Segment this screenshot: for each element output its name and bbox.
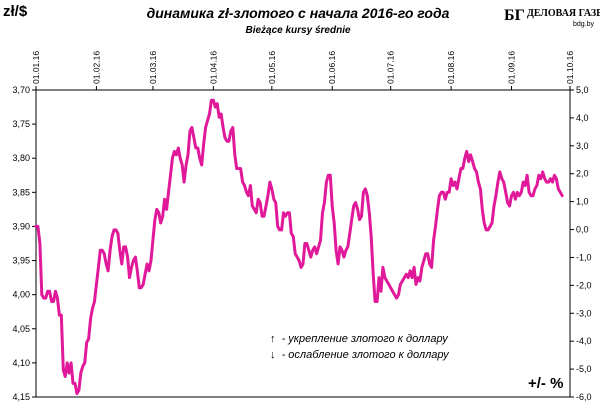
legend-note-up: ↑ - укрепление злотого к доллару [270, 333, 449, 345]
x-date-label: 01.02.16 [91, 51, 101, 84]
left-tick-label: 3,95 [12, 256, 30, 266]
left-tick-label: 3,85 [12, 187, 30, 197]
legend-note-down: ↓ - ослабление злотого к доллару [270, 349, 450, 361]
left-axis: 3,70 3,75 3,80 3,85 3,90 3,95 4,00 4,05 4,10 4,15 [12, 85, 36, 402]
right-tick-label: -4,0 [576, 336, 592, 346]
left-tick-label: 4,05 [12, 324, 30, 334]
right-tick-label: 0,0 [576, 225, 589, 235]
right-axis: 5,0 4,0 3,0 2,0 1,0 0,0 -1,0 -2,0 -3,0 -4,0 -5,0 -6… [570, 85, 592, 402]
right-tick-label: 3,0 [576, 141, 589, 151]
left-axis-unit: zł/$ [3, 3, 28, 20]
x-date-label: 01.05.16 [267, 51, 277, 84]
logo-name: ДЕЛОВАЯ ГАЗЕТА [527, 8, 600, 19]
legend-note-down-text: - ослабление злотого к доллару [282, 349, 451, 361]
right-tick-label: 4,0 [576, 113, 589, 123]
right-tick-label: 1,0 [576, 197, 589, 207]
left-tick-label: 4,00 [12, 290, 30, 300]
left-tick-label: 3,75 [12, 119, 30, 129]
right-tick-label: 5,0 [576, 85, 589, 95]
left-tick-label: 3,70 [12, 85, 30, 95]
left-tick-label: 4,15 [12, 392, 30, 402]
x-date-label: 01.10.16 [565, 51, 575, 84]
left-tick-label: 3,80 [12, 153, 30, 163]
right-tick-label: -6,0 [576, 392, 592, 402]
plot-frame [35, 89, 571, 398]
left-tick-label: 3,90 [12, 221, 30, 231]
legend-note-up-text: - укрепление злотого к доллару [282, 333, 450, 345]
series-line [34, 98, 564, 396]
legend-note-up-arrow: ↑ [270, 333, 276, 345]
x-date-label: 01.08.16 [446, 51, 456, 84]
x-axis: 01.01.16 01.02.16 01.03.16 01.04.16 01.05.16… [31, 51, 575, 90]
logo-mark: БГ [504, 7, 525, 24]
chart-title: динамика zł-злотого с начала 2016-го год… [147, 5, 450, 21]
right-axis-unit: +/- % [528, 375, 563, 392]
right-tick-label: -5,0 [576, 364, 592, 374]
x-date-label: 01.03.16 [148, 51, 158, 84]
right-tick-label: -1,0 [576, 252, 592, 262]
right-tick-label: -2,0 [576, 280, 592, 290]
x-date-label: 01.09.16 [507, 51, 517, 84]
x-date-label: 01.06.16 [327, 51, 337, 84]
right-tick-label: -3,0 [576, 308, 592, 318]
legend-note-down-arrow: ↓ [270, 349, 276, 361]
right-tick-label: 2,0 [576, 169, 589, 179]
left-tick-label: 4,10 [12, 358, 30, 368]
logo-site: bdg.by [573, 21, 595, 28]
x-date-label: 01.04.16 [208, 51, 218, 84]
x-date-label: 01.01.16 [31, 51, 41, 84]
logo: БГ ДЕЛОВАЯ ГАЗЕТА bdg.by [504, 7, 600, 28]
x-date-label: 01.07.16 [386, 51, 396, 84]
legend-notes: ↑ - укрепление злотого к доллару ↓ - осл… [270, 333, 450, 361]
chart-subtitle: Bieżące kursy średnie [245, 25, 350, 36]
